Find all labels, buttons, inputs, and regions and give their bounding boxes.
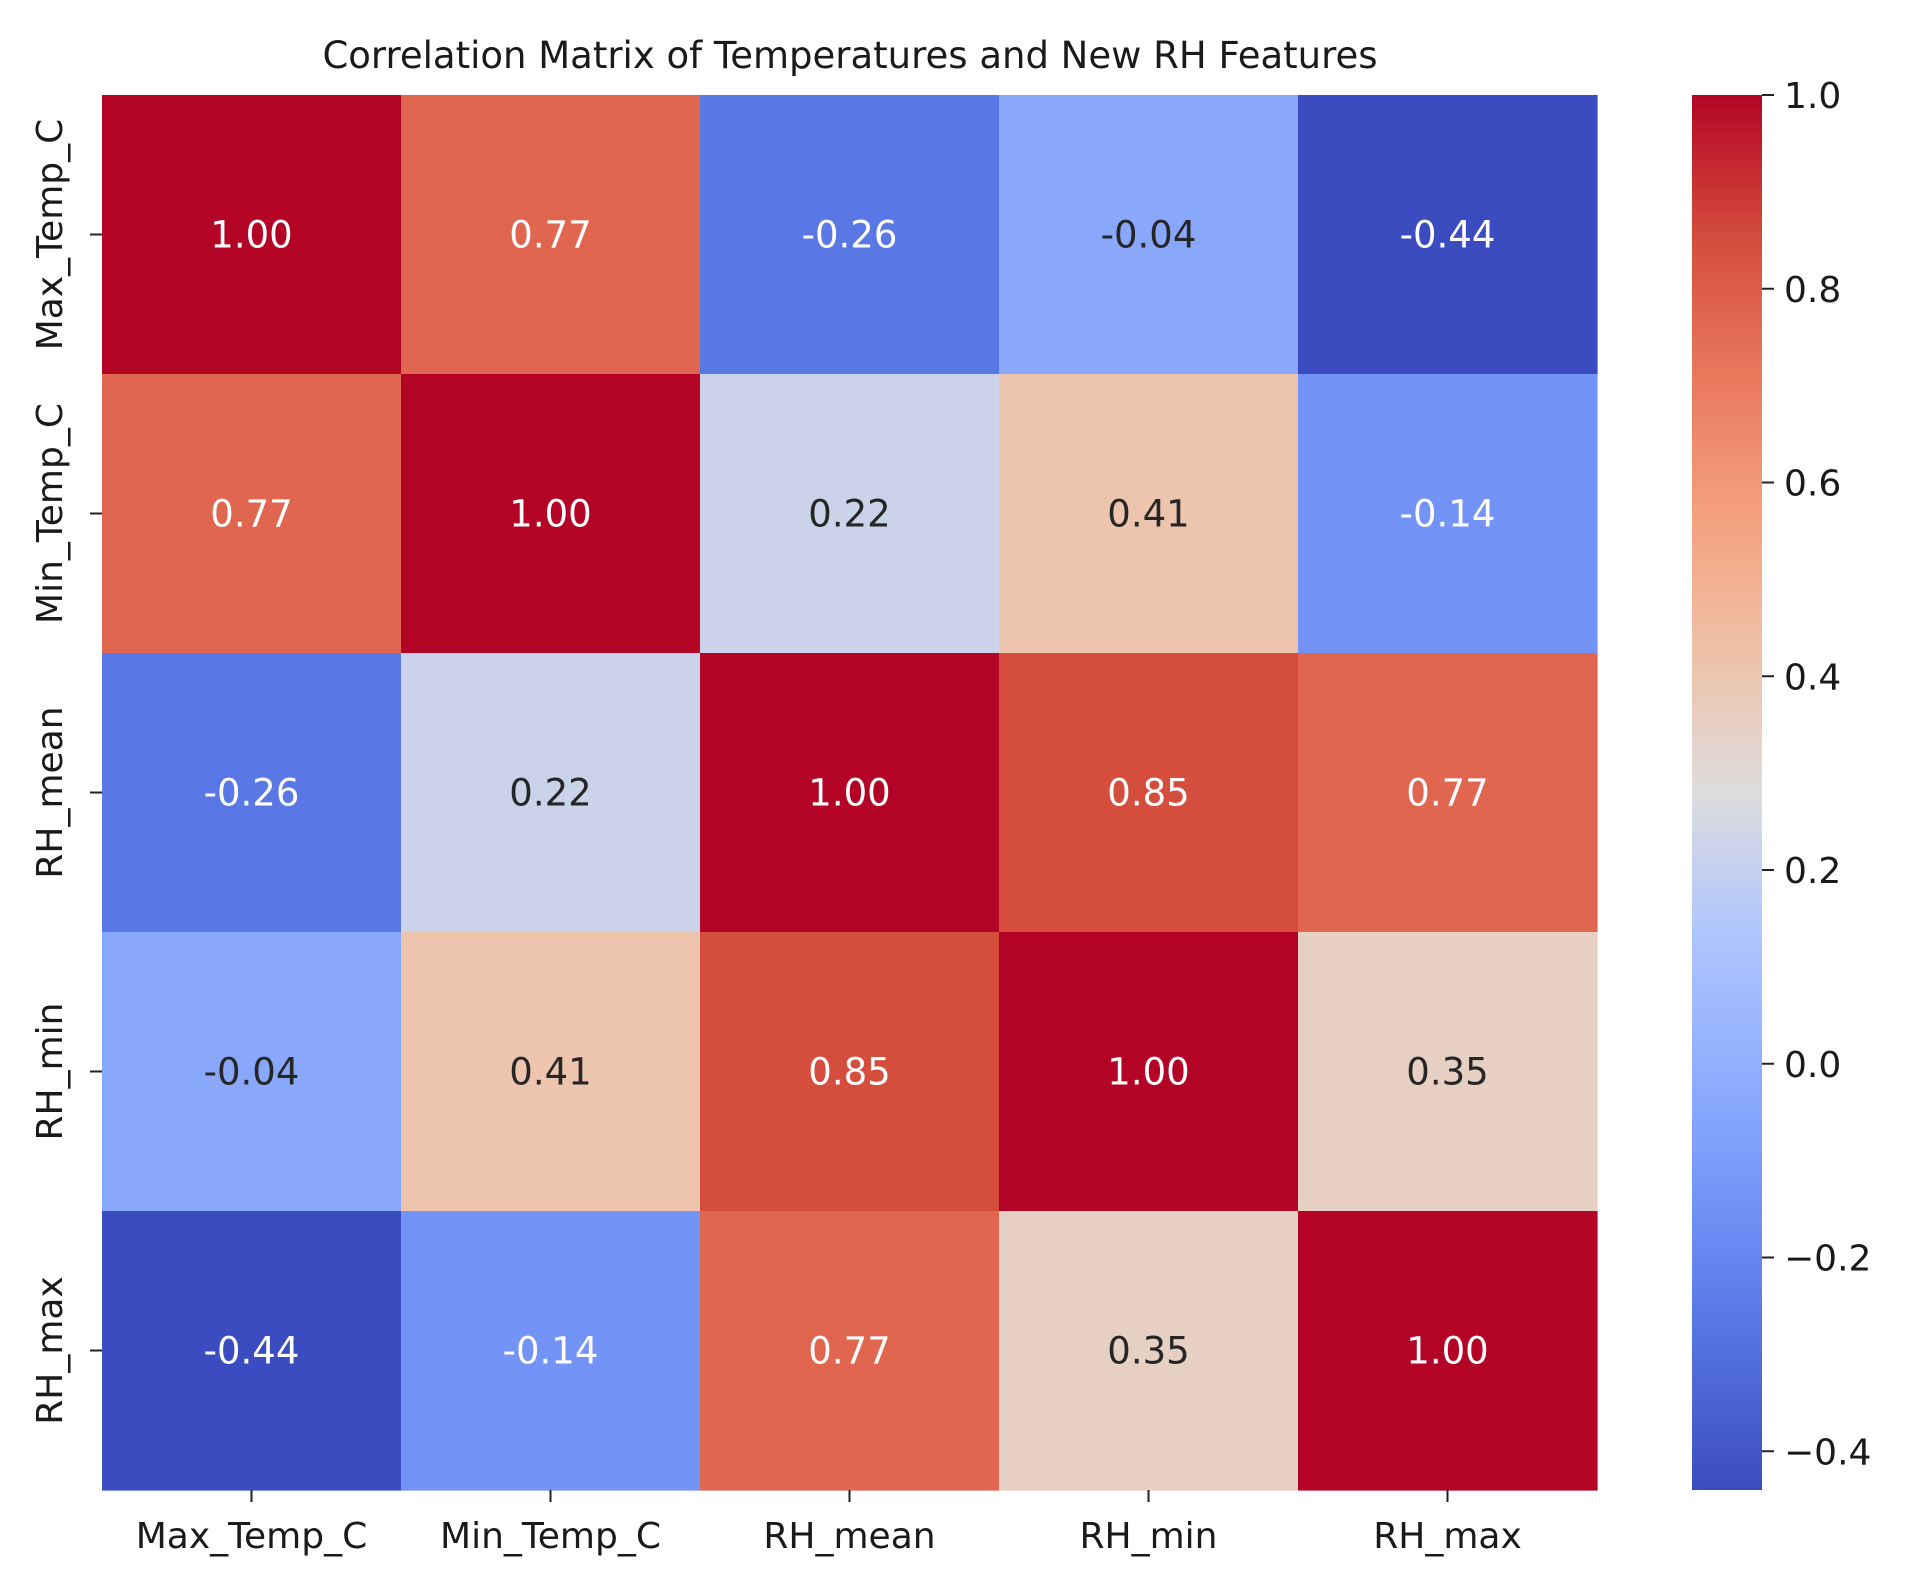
cell-value-label: -0.26 (204, 772, 300, 815)
colorbar-tick-label: 0.4 (1784, 657, 1841, 698)
heatmap-cell (102, 374, 402, 654)
colorbar-tick-label: 0.2 (1784, 851, 1841, 892)
colorbar-gradient (1692, 95, 1762, 1490)
heatmap-cell (1298, 374, 1598, 654)
heatmap-cell (700, 932, 1000, 1212)
colorbar-tick-label: −0.2 (1784, 1239, 1871, 1280)
row-label: RH_min (30, 1003, 71, 1141)
colorbar-tick-label: 0.8 (1784, 270, 1841, 311)
heatmap-cell (102, 95, 402, 375)
heatmap-cell (1298, 95, 1598, 375)
heatmap-cell (999, 653, 1299, 933)
heatmap-cell (401, 1211, 701, 1491)
heatmap-cell (102, 932, 402, 1212)
column-label: Max_Temp_C (136, 1516, 368, 1557)
heatmap-cell (102, 653, 402, 933)
colorbar: 1.0 0.8 0.6 0.4 0.2 0.0 −0.2 −0.4 (1692, 76, 1871, 1490)
row-label: Min_Temp_C (30, 403, 71, 624)
cell-value-label: 0.77 (210, 493, 292, 536)
colorbar-tick-label: 1.0 (1784, 76, 1841, 117)
cell-value-label: 0.35 (1107, 1330, 1189, 1373)
heatmap-cell (700, 374, 1000, 654)
colorbar-tick-label: 0.6 (1784, 464, 1841, 505)
cell-value-label: -0.14 (1400, 493, 1496, 536)
heatmap-cell (401, 932, 701, 1212)
column-label: RH_mean (763, 1516, 935, 1557)
heatmap-cell (999, 1211, 1299, 1491)
row-label: RH_max (30, 1276, 71, 1425)
cell-value-label: 0.41 (509, 1051, 591, 1094)
cell-value-label: -0.44 (204, 1330, 300, 1373)
cell-value-label: 0.41 (1107, 493, 1189, 536)
row-axis: Max_Temp_C Min_Temp_C RH_mean RH_min RH_max (30, 119, 102, 1425)
cell-value-label: 0.85 (808, 1051, 890, 1094)
row-label: Max_Temp_C (30, 119, 71, 351)
cell-value-label: 0.77 (509, 214, 591, 257)
heatmap-cell (401, 95, 701, 375)
cell-value-label: -0.14 (503, 1330, 599, 1373)
cell-value-label: 0.22 (808, 493, 890, 536)
colorbar-tick-label: 0.0 (1784, 1045, 1841, 1086)
heatmap-cell (401, 374, 701, 654)
cell-value-label: 1.00 (509, 493, 591, 536)
cell-value-label: 1.00 (1107, 1051, 1189, 1094)
cell-value-label: 1.00 (1406, 1330, 1488, 1373)
heatmap-cell (700, 653, 1000, 933)
heatmap-cell (401, 653, 701, 933)
heatmap-cells: 1.00 0.77 -0.26 -0.04 -0.44 0.77 1.00 0.22 0.41 -… (102, 95, 1598, 1491)
cell-value-label: 0.35 (1406, 1051, 1488, 1094)
heatmap-cell (999, 374, 1299, 654)
heatmap-cell (700, 95, 1000, 375)
cell-value-label: 0.22 (509, 772, 591, 815)
heatmap-cell (1298, 1211, 1598, 1491)
cell-value-label: 0.85 (1107, 772, 1189, 815)
heatmap-cell (1298, 653, 1598, 933)
heatmap-cell (102, 1211, 402, 1491)
heatmap-cell (700, 1211, 1000, 1491)
row-label: RH_mean (30, 706, 71, 878)
column-label: RH_min (1080, 1516, 1218, 1557)
heatmap-cell (999, 95, 1299, 375)
column-axis: Max_Temp_C Min_Temp_C RH_mean RH_min RH_max (136, 1490, 1522, 1557)
cell-value-label: -0.44 (1400, 214, 1496, 257)
cell-value-label: 1.00 (808, 772, 890, 815)
cell-value-label: 0.77 (808, 1330, 890, 1373)
heatmap-cell (1298, 932, 1598, 1212)
heatmap-cell (999, 932, 1299, 1212)
cell-value-label: -0.26 (802, 214, 898, 257)
cell-value-label: -0.04 (1101, 214, 1197, 257)
column-label: Min_Temp_C (440, 1516, 661, 1557)
colorbar-tick-label: −0.4 (1784, 1432, 1871, 1473)
cell-value-label: 0.77 (1406, 772, 1488, 815)
cell-value-label: -0.04 (204, 1051, 300, 1094)
cell-value-label: 1.00 (210, 214, 292, 257)
column-label: RH_max (1373, 1516, 1522, 1557)
chart-title: Correlation Matrix of Temperatures and N… (322, 34, 1377, 77)
